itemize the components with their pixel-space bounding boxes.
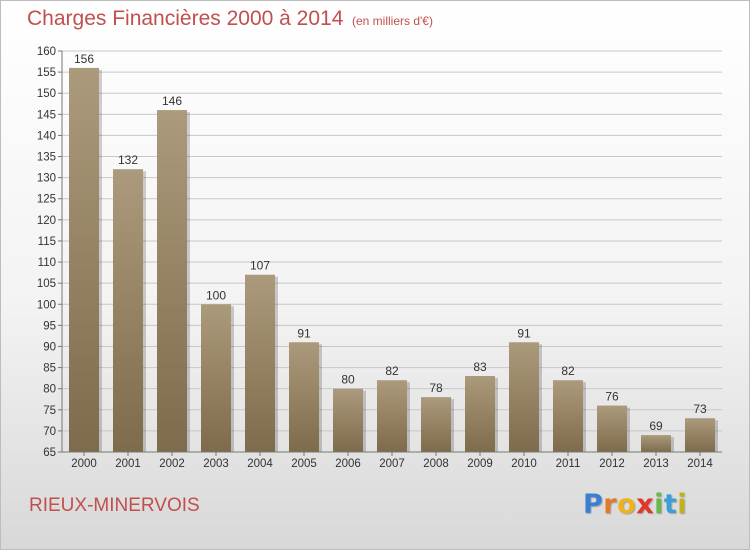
y-tick-label: 130 [37,173,56,185]
data-label: 132 [118,153,138,167]
logo-letter: i [677,489,688,520]
proxiti-logo[interactable]: Proxiti [583,489,687,520]
bar [289,342,319,452]
axes: 65 70 75 80 85 90 95 100 105 110 115 120 125 130 135 14… [37,46,722,470]
y-tick-label: 150 [37,88,56,100]
data-label: 107 [250,259,270,273]
bar [465,376,495,452]
y-tick-label: 155 [37,67,56,79]
bar [201,304,231,452]
x-tick-label: 2014 [687,458,713,470]
y-tick-label: 100 [37,299,56,311]
logo-letter: r [603,489,618,520]
data-label: 156 [74,52,94,66]
y-tick-label: 65 [43,447,56,459]
data-label: 73 [693,402,707,416]
bar [641,435,671,452]
y-tick-label: 70 [43,426,56,438]
y-tick-label: 105 [37,278,56,290]
y-tick-label: 75 [43,405,56,417]
data-label: 76 [605,390,619,404]
bar [597,405,627,452]
bar [685,418,715,452]
y-tick-label: 145 [37,109,56,121]
data-label: 91 [297,326,311,340]
y-tick-label: 125 [37,194,56,206]
y-tick-label: 135 [37,152,56,164]
data-label: 100 [206,288,226,302]
bar [377,380,407,452]
y-tick-label: 80 [43,384,56,396]
y-tick-label: 115 [38,236,56,248]
bar [421,397,451,452]
y-tick-label: 95 [43,320,56,332]
x-tick-label: 2000 [71,458,97,470]
data-label: 82 [561,364,575,378]
x-tick-label: 2011 [556,458,581,470]
bar [157,110,187,453]
y-tick-label: 85 [43,363,56,375]
logo-letter: i [654,489,664,520]
x-tick-label: 2002 [159,458,185,470]
x-tick-label: 2009 [467,458,493,470]
data-label: 78 [429,381,443,395]
x-tick-label: 2007 [379,458,405,470]
logo-letter: P [583,489,604,520]
bars: 156 132 146 100 107 91 80 82 78 83 91 82 76 69 73 [69,52,718,453]
data-label: 146 [162,94,182,108]
y-tick-label: 90 [43,341,56,353]
bar [245,274,275,452]
chart-subtitle: (en milliers d'€) [352,14,433,28]
y-tick-label: 110 [38,257,56,269]
x-tick-label: 2012 [599,458,625,470]
x-tick-label: 2003 [203,458,229,470]
data-label: 80 [341,373,355,387]
location-name: RIEUX-MINERVOIS [29,495,200,516]
bar [69,67,99,452]
x-tick-label: 2001 [115,458,141,470]
chart-title: Charges Financières 2000 à 2014 [27,7,344,30]
y-tick-label: 120 [37,215,56,227]
data-label: 82 [385,364,399,378]
x-tick-label: 2004 [247,458,273,470]
data-label: 83 [473,360,487,374]
data-label: 91 [517,326,531,340]
x-tick-label: 2006 [335,458,361,470]
x-tick-label: 2008 [423,458,449,470]
bar [333,388,363,452]
y-tick-label: 160 [37,46,56,58]
data-label: 69 [649,419,663,433]
bar [509,342,539,452]
logo-letter: x [636,489,655,520]
bar [553,380,583,452]
x-tick-label: 2005 [291,458,317,470]
logo-letter: o [617,489,637,520]
x-tick-label: 2010 [511,458,537,470]
y-tick-label: 140 [37,130,56,142]
logo-letter: t [663,489,678,520]
bar [113,169,143,453]
x-tick-label: 2013 [643,458,669,470]
